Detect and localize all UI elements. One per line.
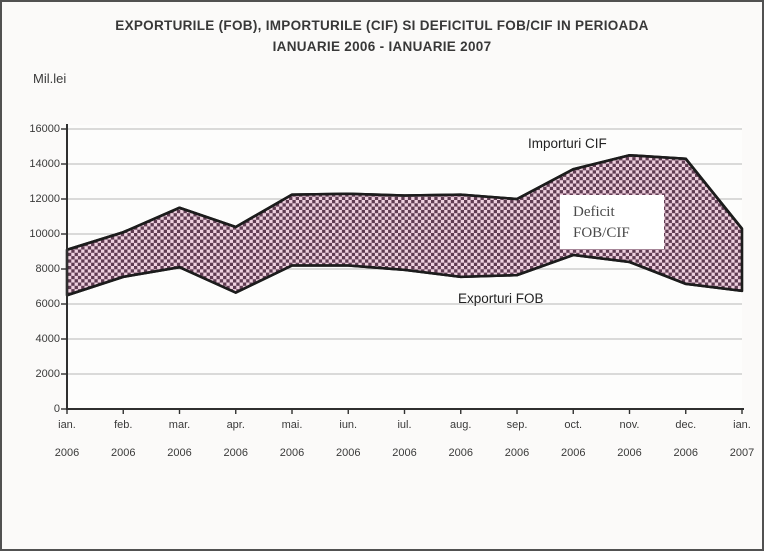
x-tick-year-label: 2006: [448, 447, 473, 459]
y-axis-unit-label: Mil.lei: [33, 71, 67, 86]
y-tick-label: 8000: [35, 263, 60, 275]
y-tick-label: 2000: [35, 368, 60, 380]
x-tick-year-label: 2006: [673, 447, 698, 459]
y-tick-label: 0: [53, 403, 60, 415]
deficit-label-line2: FOB/CIF: [573, 225, 630, 241]
deficit-band-label: Deficit FOB/CIF: [560, 195, 664, 249]
x-tick-year-label: 2006: [617, 447, 642, 459]
x-tick-year-label: 2006: [54, 447, 80, 459]
x-tick-month-label: feb.: [114, 419, 133, 431]
chart-title: EXPORTURILE (FOB), IMPORTURILE (CIF) SI …: [2, 15, 762, 57]
x-tick-month-label: nov.: [619, 419, 640, 431]
y-tick-label: 12000: [29, 193, 60, 205]
x-tick-year-label: 2006: [167, 447, 192, 459]
deficit-label-line1: Deficit: [573, 204, 615, 220]
chart-title-line1: EXPORTURILE (FOB), IMPORTURILE (CIF) SI …: [115, 18, 649, 33]
x-tick-year-label: 2007: [729, 447, 755, 459]
x-tick-year-label: 2006: [504, 447, 530, 459]
x-tick-year-label: 2006: [111, 447, 136, 459]
x-tick-year-label: 2006: [223, 447, 248, 459]
x-tick-month-label: ian.: [733, 419, 751, 431]
x-tick-month-label: ian.: [58, 419, 76, 431]
y-tick-label: 4000: [35, 333, 60, 345]
importuri-cif-line: [66, 153, 744, 251]
x-tick-year-label: 2006: [561, 447, 586, 459]
x-tick-month-label: sep.: [506, 419, 528, 431]
x-tick-month-label: iun.: [339, 419, 358, 431]
x-tick-month-label: mai.: [281, 419, 303, 431]
x-tick-year-label: 2006: [392, 447, 417, 459]
y-tick-label: 16000: [29, 123, 60, 135]
chart-title-line2: IANUARIE 2006 - IANUARIE 2007: [272, 39, 492, 54]
y-tick-label: 14000: [29, 158, 60, 170]
exporturi-fob-line: [66, 253, 743, 297]
x-tick-month-label: aug.: [450, 419, 472, 431]
y-tick-label: 10000: [29, 228, 60, 240]
x-tick-year-label: 2006: [336, 447, 361, 459]
x-tick-month-label: mar.: [168, 419, 191, 431]
x-tick-month-label: oct.: [564, 419, 583, 431]
x-tick-month-label: iul.: [397, 419, 412, 431]
series-label-importuri-cif: Importuri CIF: [528, 136, 607, 151]
series-label-exporturi-fob: Exporturi FOB: [458, 291, 544, 306]
x-tick-year-label: 2006: [279, 447, 305, 459]
x-tick-month-label: apr.: [226, 419, 245, 431]
y-tick-label: 6000: [35, 298, 60, 310]
x-tick-month-label: dec.: [675, 419, 697, 431]
